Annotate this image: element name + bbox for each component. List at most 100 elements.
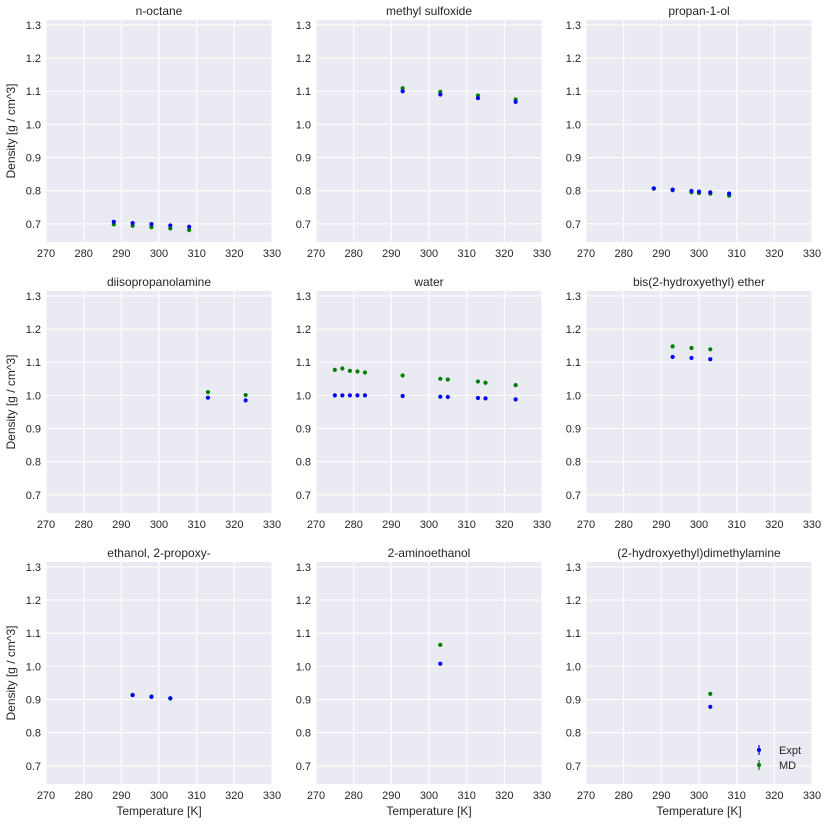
x-tick-label: 300 bbox=[150, 248, 168, 260]
x-tick-label: 280 bbox=[614, 248, 632, 260]
y-tick-label: 0.8 bbox=[296, 457, 311, 469]
md-point bbox=[670, 344, 675, 349]
expt-point bbox=[168, 223, 173, 228]
expt-point bbox=[708, 190, 713, 195]
x-tick-label: 290 bbox=[382, 790, 400, 802]
y-tick-label: 0.7 bbox=[296, 761, 311, 773]
legend: Expt MD bbox=[756, 745, 801, 772]
expt-point bbox=[168, 696, 173, 701]
y-tick-label: 0.9 bbox=[566, 153, 581, 165]
y-tick-label: 1.2 bbox=[566, 53, 581, 65]
x-tick-label: 270 bbox=[307, 248, 325, 260]
y-axis-label: Density [g / cm^3] bbox=[4, 626, 18, 721]
x-tick-label: 280 bbox=[74, 248, 92, 260]
subplot-7: 270 280 290 300 310 320 330 0.7 0.8 0.9 1.0 1.1 1.2 1… bbox=[4, 546, 281, 818]
x-tick-label: 310 bbox=[457, 248, 475, 260]
x-tick-label: 280 bbox=[74, 519, 92, 531]
expt-point bbox=[205, 395, 211, 400]
y-tick-label: 1.1 bbox=[26, 357, 41, 369]
md-point bbox=[340, 366, 345, 371]
subplot-title: diisopropanolamine bbox=[107, 275, 211, 289]
y-tick-label: 0.8 bbox=[26, 186, 41, 198]
x-tick-label: 310 bbox=[187, 248, 205, 260]
y-tick-label: 1.1 bbox=[296, 86, 311, 98]
y-tick-label: 0.9 bbox=[566, 695, 581, 707]
y-tick-label: 0.9 bbox=[26, 153, 41, 165]
expt-point bbox=[332, 393, 337, 398]
subplot-5: 270 280 290 300 310 320 330 0.7 0.8 0.9 1.0 1.1 1.2 1… bbox=[296, 275, 551, 531]
x-tick-label: 290 bbox=[382, 519, 400, 531]
y-tick-label: 0.9 bbox=[26, 695, 41, 707]
expt-point bbox=[111, 219, 116, 224]
y-tick-label: 1.1 bbox=[26, 628, 41, 640]
md-point bbox=[475, 379, 481, 384]
subplot-title: propan-1-ol bbox=[668, 4, 729, 18]
x-tick-label: 320 bbox=[225, 790, 243, 802]
x-axis-label: Temperature [K] bbox=[386, 804, 471, 818]
expt-point bbox=[651, 186, 656, 191]
md-point bbox=[347, 368, 352, 373]
y-tick-label: 1.3 bbox=[566, 20, 581, 32]
x-tick-label: 280 bbox=[344, 790, 362, 802]
y-tick-label: 1.2 bbox=[26, 595, 41, 607]
md-point bbox=[708, 347, 713, 352]
expt-point bbox=[689, 188, 694, 194]
y-tick-label: 0.9 bbox=[296, 153, 311, 165]
x-tick-label: 300 bbox=[420, 790, 438, 802]
legend-expt-label: Expt bbox=[779, 745, 801, 757]
expt-point bbox=[187, 224, 192, 229]
y-tick-label: 0.7 bbox=[26, 490, 41, 502]
x-tick-label: 330 bbox=[803, 790, 821, 802]
subplot-9: 270 280 290 300 310 320 330 0.7 0.8 0.9 1.0 1.1 1.2 1… bbox=[566, 546, 821, 818]
y-tick-label: 1.0 bbox=[296, 119, 311, 131]
subplot-4: 270 280 290 300 310 320 330 0.7 0.8 0.9 1.0 1.1 1.2 1… bbox=[4, 275, 281, 531]
y-tick-label: 1.0 bbox=[566, 390, 581, 402]
y-tick-label: 1.0 bbox=[566, 661, 581, 673]
y-tick-label: 1.1 bbox=[566, 357, 581, 369]
subplot-title: methyl sulfoxide bbox=[386, 4, 472, 18]
expt-point bbox=[445, 394, 450, 400]
legend-expt-marker bbox=[756, 747, 762, 753]
x-tick-label: 290 bbox=[112, 519, 130, 531]
y-tick-label: 1.0 bbox=[296, 390, 311, 402]
subplot-title: 2-aminoethanol bbox=[388, 546, 471, 560]
y-tick-label: 1.2 bbox=[296, 53, 311, 65]
md-point bbox=[168, 226, 173, 231]
y-tick-label: 0.7 bbox=[566, 490, 581, 502]
md-point bbox=[400, 86, 405, 91]
x-tick-label: 300 bbox=[420, 519, 438, 531]
x-tick-label: 310 bbox=[727, 248, 745, 260]
y-tick-label: 0.8 bbox=[566, 728, 581, 740]
expt-point bbox=[438, 92, 443, 97]
x-tick-label: 330 bbox=[533, 790, 551, 802]
md-point bbox=[149, 224, 154, 230]
y-tick-label: 0.7 bbox=[296, 219, 311, 231]
expt-point bbox=[689, 355, 694, 361]
expt-point bbox=[513, 397, 518, 402]
x-tick-label: 320 bbox=[495, 790, 513, 802]
md-point bbox=[205, 389, 211, 395]
y-tick-label: 1.3 bbox=[26, 20, 41, 32]
y-tick-label: 0.7 bbox=[296, 490, 311, 502]
x-tick-label: 330 bbox=[803, 248, 821, 260]
subplot-title: (2-hydroxyethyl)dimethylamine bbox=[617, 546, 781, 560]
x-tick-label: 310 bbox=[187, 519, 205, 531]
x-tick-label: 320 bbox=[495, 248, 513, 260]
y-tick-label: 0.8 bbox=[296, 186, 311, 198]
x-tick-label: 310 bbox=[727, 519, 745, 531]
expt-point bbox=[513, 99, 518, 104]
x-tick-label: 270 bbox=[307, 790, 325, 802]
subplot-title: ethanol, 2-propoxy- bbox=[107, 546, 210, 560]
subplot-6: 270 280 290 300 310 320 330 0.7 0.8 0.9 1.0 1.1 1.2 1… bbox=[566, 275, 821, 531]
expt-point bbox=[475, 96, 481, 101]
y-tick-label: 1.0 bbox=[26, 119, 41, 131]
x-tick-label: 320 bbox=[765, 519, 783, 531]
md-point bbox=[438, 642, 443, 647]
expt-point bbox=[483, 396, 488, 401]
y-tick-label: 1.2 bbox=[566, 595, 581, 607]
md-point bbox=[445, 377, 450, 382]
x-tick-label: 270 bbox=[307, 519, 325, 531]
y-tick-label: 1.2 bbox=[566, 324, 581, 336]
expt-point bbox=[670, 354, 675, 360]
